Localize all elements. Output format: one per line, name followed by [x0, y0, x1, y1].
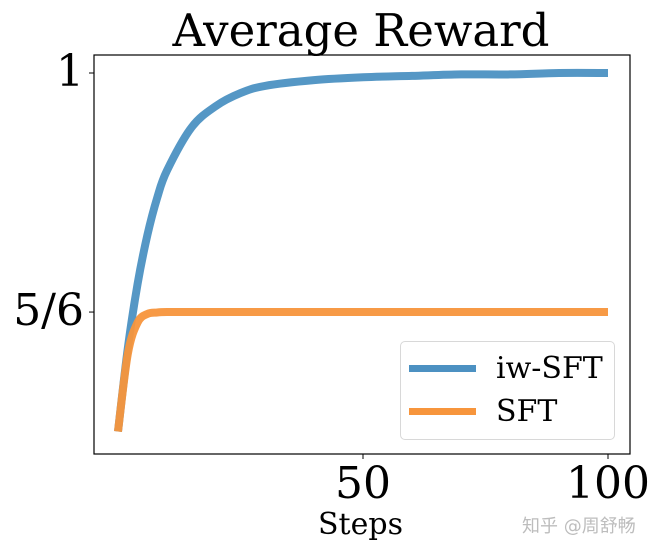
axis-ticks	[89, 72, 609, 459]
series-line-sft	[114, 308, 608, 433]
legend-item-iw-sft: iw-SFT	[401, 351, 614, 386]
series-lines	[114, 68, 609, 433]
x-tick-label-100: 100	[566, 458, 650, 509]
legend-label-iw-sft: iw-SFT	[496, 351, 603, 386]
x-tick-label-50: 50	[335, 458, 391, 509]
axes-frame	[93, 54, 631, 455]
series-line-iw-sft	[114, 68, 609, 432]
watermark: 知乎 @周舒畅	[522, 516, 636, 537]
y-tick-label-5-6: 5/6	[13, 285, 84, 336]
legend-swatch-sft	[409, 408, 476, 415]
y-tick-label-1: 1	[56, 46, 84, 97]
chart-title: Average Reward	[172, 4, 550, 57]
x-axis-title: Steps	[318, 507, 403, 542]
legend-label-sft: SFT	[496, 394, 558, 429]
legend-swatch-iw-sft	[409, 365, 476, 372]
legend: iw-SFT SFT	[400, 341, 615, 440]
legend-item-sft: SFT	[401, 394, 614, 429]
